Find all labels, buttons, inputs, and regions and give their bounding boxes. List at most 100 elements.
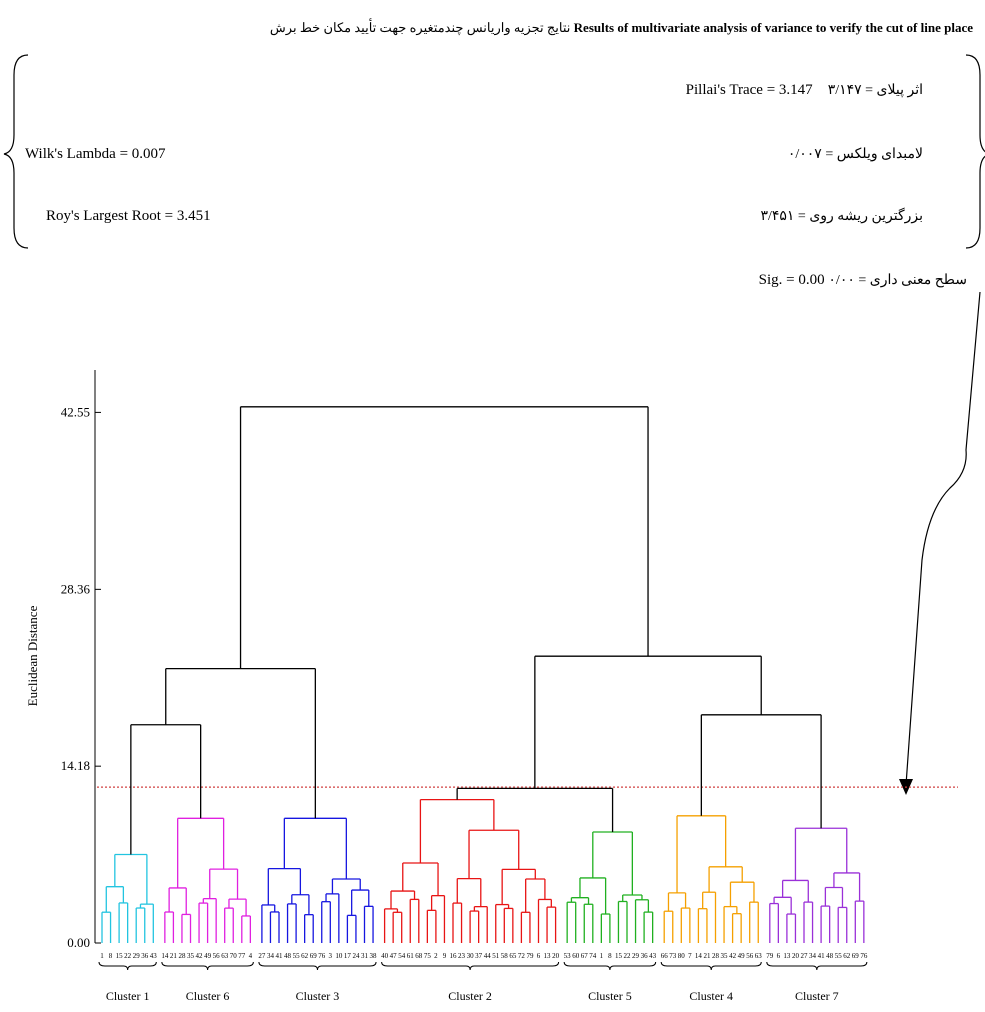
leaf-label: 30	[467, 952, 475, 960]
leaf-label: 3	[329, 952, 333, 960]
leaf-label: 75	[424, 952, 432, 960]
sig-en: Sig. = 0.00	[758, 272, 825, 288]
leaf-label: 51	[492, 952, 500, 960]
cluster-label: Cluster 2	[448, 989, 492, 1003]
leaf-label: 65	[509, 952, 517, 960]
leaf-label: 41	[818, 952, 826, 960]
leaf-label: 8	[608, 952, 612, 960]
leaf-label: 79	[526, 952, 534, 960]
leaf-label: 42	[196, 952, 204, 960]
cluster-bracket	[766, 961, 868, 971]
leaf-label: 9	[443, 952, 447, 960]
leaf-label: 69	[852, 952, 860, 960]
leaf-label: 14	[695, 952, 703, 960]
leaf-label: 17	[344, 952, 352, 960]
pillai-stat: Pillai's Trace = 3.147 اثر پیلای = ٣/١۴٧	[686, 82, 923, 99]
leaf-label: 4	[249, 952, 253, 960]
leaf-label: 48	[826, 952, 834, 960]
left-brace	[3, 54, 29, 249]
leaf-label: 49	[738, 952, 746, 960]
y-axis-label: Euclidean Distance	[25, 605, 40, 706]
leaf-label: 34	[267, 952, 275, 960]
leaf-label: 13	[544, 952, 552, 960]
figure-title: نتایج تجزیه واریانس چندمتغیره جهت تأیید …	[270, 20, 973, 36]
leaf-label: 60	[572, 952, 580, 960]
cluster-bracket	[161, 961, 254, 971]
leaf-label: 22	[624, 952, 632, 960]
leaf-label: 35	[721, 952, 729, 960]
leaf-label: 63	[221, 952, 229, 960]
leaf-label: 72	[518, 952, 526, 960]
leaf-label: 38	[370, 952, 378, 960]
leaf-label: 55	[835, 952, 843, 960]
leaf-label: 24	[352, 952, 360, 960]
leaf-label: 56	[213, 952, 221, 960]
cluster-bracket	[258, 961, 377, 971]
leaf-label: 77	[238, 952, 246, 960]
leaf-label: 62	[301, 952, 309, 960]
leaf-label: 37	[475, 952, 483, 960]
right-brace	[965, 54, 985, 249]
leaf-label: 27	[801, 952, 809, 960]
leaf-label: 73	[669, 952, 677, 960]
leaf-label: 15	[116, 952, 124, 960]
leaf-label: 2	[434, 952, 438, 960]
leaf-label: 6	[777, 952, 781, 960]
cluster-label: Cluster 1	[106, 989, 150, 1003]
leaf-label: 14	[161, 952, 169, 960]
leaf-label: 6	[537, 952, 541, 960]
roy-en: Roy's Largest Root = 3.451	[46, 208, 211, 224]
y-tick-label: 42.55	[61, 404, 90, 419]
leaf-label: 74	[589, 952, 597, 960]
leaf-label: 80	[678, 952, 686, 960]
leaf-label: 28	[712, 952, 720, 960]
leaf-label: 29	[632, 952, 640, 960]
wilks-fa: لامبدای ویلکس = ٠/٠٠٧	[787, 147, 923, 162]
cluster-label: Cluster 4	[689, 989, 733, 1003]
leaf-label: 35	[187, 952, 195, 960]
leaf-label: 41	[276, 952, 284, 960]
leaf-label: 21	[703, 952, 711, 960]
leaf-label: 69	[310, 952, 318, 960]
pillai-en: Pillai's Trace = 3.147	[685, 82, 813, 98]
leaf-label: 53	[564, 952, 572, 960]
leaf-label: 34	[809, 952, 817, 960]
pillai-fa: اثر پیلای = ٣/١۴٧	[827, 83, 923, 98]
leaf-label: 10	[335, 952, 343, 960]
leaf-label: 36	[641, 952, 649, 960]
leaf-label: 79	[766, 952, 774, 960]
leaf-label: 22	[124, 952, 132, 960]
title-en: Results of multivariate analysis of vari…	[573, 20, 973, 35]
leaf-label: 54	[398, 952, 406, 960]
leaf-label: 8	[109, 952, 113, 960]
leaf-label: 1	[600, 952, 604, 960]
cluster-label: Cluster 5	[588, 989, 632, 1003]
leaf-label: 15	[615, 952, 623, 960]
leaf-label: 36	[141, 952, 149, 960]
cluster-bracket	[381, 961, 560, 971]
leaf-label: 13	[783, 952, 791, 960]
leaf-label: 70	[230, 952, 238, 960]
leaf-label: 40	[381, 952, 389, 960]
cluster-bracket	[98, 961, 157, 971]
leaf-label: 28	[178, 952, 186, 960]
y-tick-label: 28.36	[61, 581, 91, 596]
leaf-label: 62	[843, 952, 851, 960]
leaf-label: 55	[293, 952, 301, 960]
leaf-label: 66	[661, 952, 669, 960]
leaf-label: 20	[792, 952, 800, 960]
leaf-label: 7	[688, 952, 692, 960]
cluster-bracket	[660, 961, 762, 971]
leaf-label: 21	[170, 952, 178, 960]
leaf-label: 44	[484, 952, 492, 960]
leaf-label: 63	[755, 952, 763, 960]
leaf-label: 43	[150, 952, 158, 960]
cluster-bracket	[563, 961, 657, 971]
leaf-label: 42	[729, 952, 737, 960]
leaf-label: 1	[100, 952, 104, 960]
cut-line-arrow	[905, 291, 981, 786]
title-fa: نتایج تجزیه واریانس چندمتغیره جهت تأیید …	[269, 20, 571, 35]
leaf-label: 67	[581, 952, 589, 960]
wilks-en: Wilk's Lambda = 0.007	[25, 146, 166, 162]
